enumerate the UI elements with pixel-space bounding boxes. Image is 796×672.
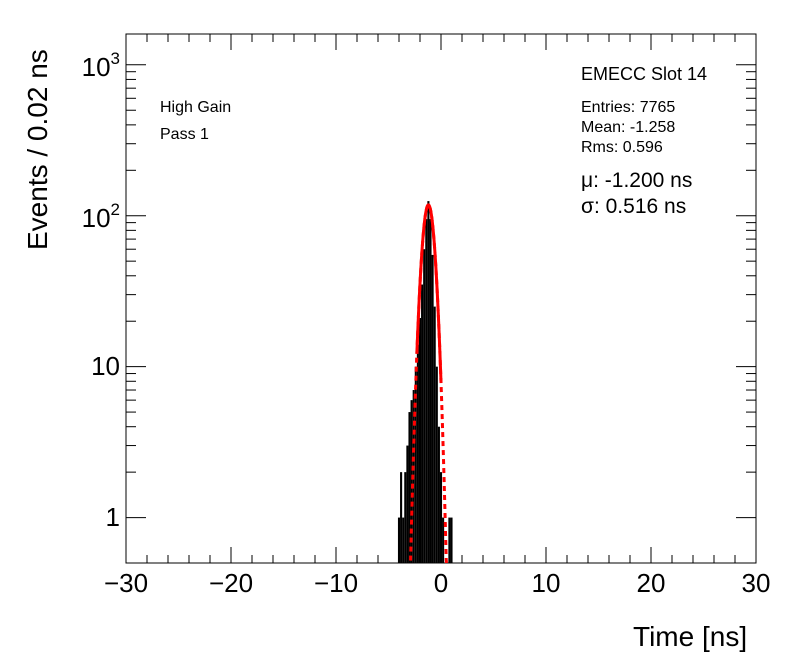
histogram-bar (414, 366, 417, 563)
x-tick-label: −10 (313, 568, 359, 598)
x-tick-label: 30 (741, 568, 771, 598)
x-axis-ticks (125, 34, 757, 563)
histogram-bar (406, 445, 409, 563)
y-tick-label: 103 (81, 48, 120, 82)
histogram-bar (402, 517, 405, 563)
y-tick-label: 10 (91, 350, 120, 381)
histogram-bar (442, 517, 445, 563)
x-tick-label: 10 (531, 568, 561, 598)
y-axis-title: Events / 0.02 ns (22, 49, 53, 250)
histogram-bar (431, 254, 434, 563)
fit-sigma-label: σ: 0.516 ns (581, 195, 687, 218)
histogram-bar (437, 426, 440, 563)
histogram-bar (448, 517, 451, 563)
pass-label: Pass 1 (160, 126, 209, 143)
histogram-bar (416, 344, 419, 563)
entries-label: Entries: 7765 (581, 99, 676, 116)
histogram-bar (423, 249, 426, 564)
x-tick-label: 0 (433, 568, 449, 598)
gain-label: High Gain (160, 99, 232, 116)
histogram-bar (421, 284, 424, 563)
gaussian-fit-curves (409, 203, 449, 565)
mean-label: Mean: -1.258 (581, 119, 676, 136)
x-tick-label: −20 (208, 568, 254, 598)
histogram-bar (400, 472, 403, 563)
histogram-bar (435, 366, 438, 563)
histogram-bar (425, 219, 428, 563)
histogram-bar (410, 400, 413, 563)
y-tick-label: 1 (105, 501, 120, 532)
histogram-bar (404, 472, 407, 563)
x-tick-label: 20 (636, 568, 666, 598)
slot-label: EMECC Slot 14 (581, 64, 708, 84)
x-axis-title: Time [ns] (633, 621, 748, 652)
histogram-bar (439, 472, 443, 563)
fit-mean-label: μ: -1.200 ns (581, 169, 693, 192)
histogram-bar (427, 201, 430, 563)
histogram-bar (408, 412, 411, 563)
histogram-bar (397, 517, 401, 563)
histogram-bars (397, 201, 453, 564)
rms-label: Rms: 0.596 (581, 139, 663, 156)
histogram-bar (433, 306, 436, 563)
histogram-bar (418, 318, 422, 563)
x-tick-label: −30 (103, 568, 149, 598)
histogram-bar (429, 219, 432, 563)
y-axis-ticks (126, 64, 756, 519)
histogram-bar (450, 517, 453, 563)
y-tick-label: 102 (81, 199, 120, 233)
